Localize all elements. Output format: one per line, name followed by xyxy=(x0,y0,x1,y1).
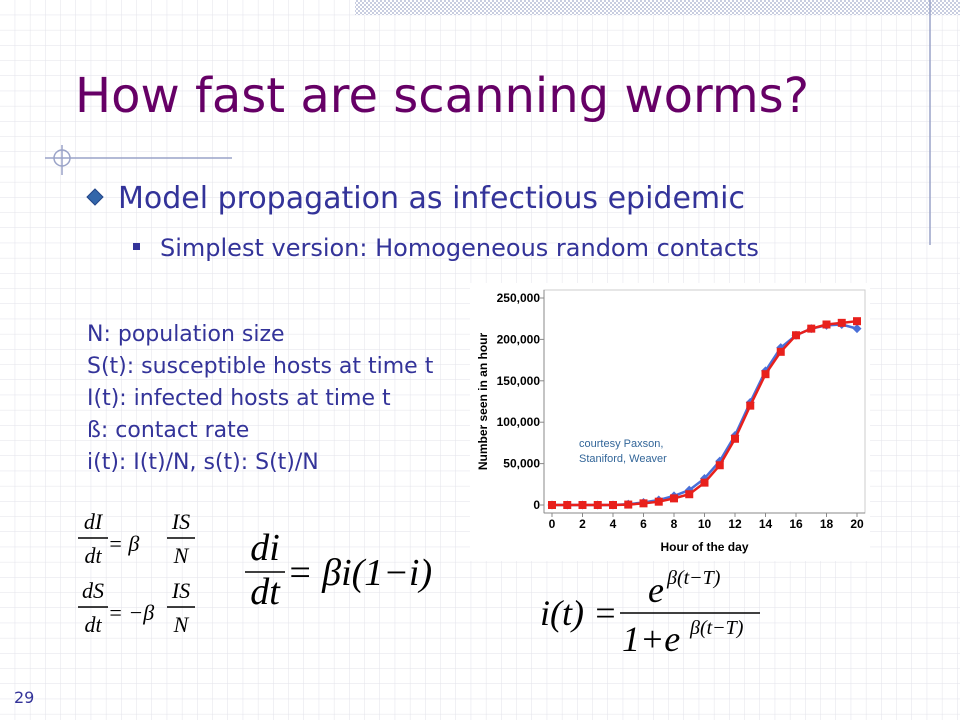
marker xyxy=(593,501,602,509)
marker xyxy=(837,318,846,327)
x-tick-label: 4 xyxy=(610,517,617,531)
marker xyxy=(609,501,617,509)
marker xyxy=(715,461,724,470)
marker xyxy=(852,324,862,334)
marker xyxy=(578,501,587,509)
y-tick-label: 0 xyxy=(533,498,540,512)
marker xyxy=(548,501,556,509)
eq-denominator: dt xyxy=(84,543,102,568)
marker xyxy=(685,490,694,499)
marker xyxy=(853,317,861,326)
marker xyxy=(563,501,572,509)
definition: ß: contact rate xyxy=(87,418,249,443)
marker xyxy=(624,500,633,509)
definition: i(t): I(t)/N, s(t): S(t)/N xyxy=(87,450,319,475)
page-number: 29 xyxy=(14,688,34,707)
eq-den-exp: β(t−T) xyxy=(689,617,744,639)
marker xyxy=(700,478,709,487)
x-tick-label: 12 xyxy=(728,517,742,531)
x-tick-label: 20 xyxy=(850,517,864,531)
decoration xyxy=(355,0,960,15)
eq-denominator: dt xyxy=(250,571,281,613)
eq-numerator: IS xyxy=(171,509,190,534)
sub-bullet-text: Simplest version: Homogeneous random con… xyxy=(160,234,759,262)
marker xyxy=(792,331,800,340)
x-tick-label: 10 xyxy=(698,517,712,531)
marker xyxy=(639,499,648,508)
eq-num-exp: β(t−T) xyxy=(666,567,721,589)
decoration xyxy=(53,149,71,167)
definition: I(t): infected hosts at time t xyxy=(87,386,391,411)
bullet-text: Model propagation as infectious epidemic xyxy=(118,181,745,216)
x-tick-label: 14 xyxy=(759,517,773,531)
chart-area xyxy=(470,283,870,561)
x-axis-label: Hour of the day xyxy=(660,540,748,554)
eq-numerator: di xyxy=(250,527,280,569)
x-tick-label: 2 xyxy=(579,517,586,531)
eq-denominator: N xyxy=(173,612,190,637)
x-tick-label: 0 xyxy=(549,517,556,531)
bullet-icon xyxy=(86,188,104,206)
marker xyxy=(776,347,785,356)
marker xyxy=(761,370,770,379)
marker xyxy=(746,401,755,410)
x-tick-label: 8 xyxy=(671,517,678,531)
eq-operator: = −β xyxy=(108,600,154,625)
eq-denominator: dt xyxy=(84,612,102,637)
y-tick-label: 150,000 xyxy=(497,374,541,388)
y-tick-label: 100,000 xyxy=(497,415,541,429)
marker xyxy=(670,494,678,503)
marker xyxy=(731,434,739,443)
annotation: courtesy Paxson, xyxy=(579,438,663,450)
eq-operator: = β xyxy=(108,531,139,556)
y-tick-label: 250,000 xyxy=(497,291,541,305)
y-tick-label: 200,000 xyxy=(497,332,541,346)
x-tick-label: 16 xyxy=(789,517,803,531)
eq-numerator: IS xyxy=(171,578,190,603)
x-tick-label: 18 xyxy=(820,517,834,531)
marker xyxy=(807,324,816,333)
sub-bullet-icon xyxy=(133,243,140,250)
eq-denominator: N xyxy=(173,543,190,568)
x-tick-label: 6 xyxy=(640,517,647,531)
marker xyxy=(654,497,663,506)
definition: S(t): susceptible hosts at time t xyxy=(87,354,434,379)
eq-den-base: 1+e xyxy=(622,619,680,659)
title: How fast are scanning worms? xyxy=(75,68,809,124)
eq-numerator: dI xyxy=(84,509,104,534)
definition: N: population size xyxy=(87,322,285,347)
eq-numerator: dS xyxy=(82,578,104,603)
eq-rhs: = βi(1−i) xyxy=(287,552,432,594)
marker xyxy=(822,320,831,329)
y-axis-label: Number seen in an hour xyxy=(476,332,490,470)
eq-num-base: e xyxy=(648,570,664,610)
y-tick-label: 50,000 xyxy=(503,457,540,471)
annotation: Staniford, Weaver xyxy=(579,453,667,465)
eq-lhs: i(t) = xyxy=(540,593,617,633)
